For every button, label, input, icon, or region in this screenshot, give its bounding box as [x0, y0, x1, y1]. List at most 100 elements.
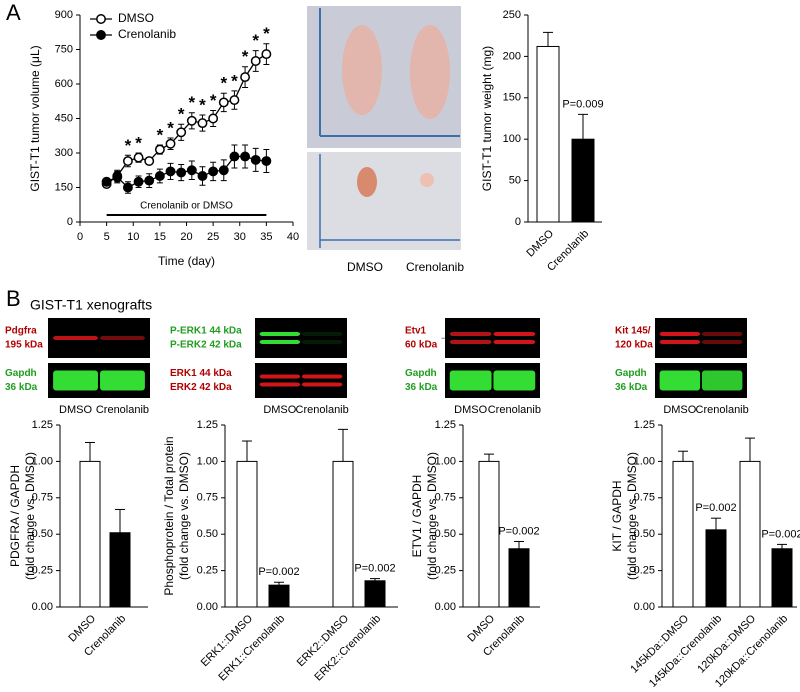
- significance: *: [125, 136, 132, 155]
- y-tick-label: 0: [67, 216, 73, 228]
- marker: [144, 175, 155, 186]
- blot-band: [301, 332, 343, 336]
- blot-band: [701, 340, 743, 344]
- y-tick-label: 150: [503, 92, 521, 104]
- bar: [508, 548, 530, 608]
- y-axis-label: PDGFRA / GAPDH: [8, 465, 22, 567]
- y-tick-label: 0.50: [197, 528, 218, 540]
- blot-band: [259, 332, 301, 336]
- y-tick-label: 0.50: [435, 528, 456, 540]
- y-axis-label: (fold change vs. DMSO): [625, 452, 639, 580]
- blot-background: [255, 363, 347, 398]
- y-tick-label: 100: [503, 133, 521, 145]
- blot-background: [445, 318, 540, 358]
- y-tick-label: 0.75: [634, 492, 655, 504]
- bar: [79, 460, 101, 608]
- blot-band: [659, 340, 701, 344]
- lane-label: Crenolanib: [696, 404, 749, 416]
- y-tick-label: 0.25: [197, 565, 218, 577]
- x-tick-label: 5: [104, 231, 110, 243]
- blot-label: Gapdh: [405, 368, 437, 379]
- marker: [250, 154, 261, 165]
- bar: [771, 548, 793, 608]
- y-axis-label: ETV1 / GAPDH: [410, 475, 424, 558]
- x-tick-label: 10: [127, 231, 139, 243]
- y-tick-label: 0.00: [197, 601, 218, 613]
- blot-label: Etv1: [405, 326, 427, 337]
- bar: [268, 584, 290, 608]
- significance: *: [252, 31, 259, 50]
- y-tick-label: 900: [55, 9, 73, 21]
- p-value: P=0.002: [354, 563, 395, 575]
- blot-label: 36 kDa: [615, 382, 648, 393]
- significance: *: [135, 133, 142, 152]
- marker: [165, 138, 176, 149]
- blot-band: [493, 370, 536, 391]
- marker: [229, 151, 240, 162]
- y-tick-label: 1.00: [634, 455, 655, 467]
- significance: *: [231, 71, 238, 90]
- y-tick-label: 0.25: [32, 565, 53, 577]
- legend-label: Crenolanib: [118, 27, 176, 41]
- bar: [364, 580, 386, 608]
- blot-label: 60 kDa: [405, 340, 438, 351]
- y-axis-label: GIST-T1 tumor weight (mg): [480, 46, 494, 191]
- y-tick-label: 0: [515, 216, 521, 228]
- legend-marker: [96, 14, 106, 24]
- y-tick-label: 0.00: [32, 601, 53, 613]
- blot-label: ERK2 42 kDa: [170, 382, 232, 393]
- mouse: [342, 25, 382, 115]
- y-tick-label: 1.25: [435, 419, 456, 431]
- blot-band: [301, 340, 343, 344]
- lane-label: Crenolanib: [488, 404, 541, 416]
- marker: [208, 113, 219, 124]
- blot-band: [701, 332, 743, 336]
- marker: [186, 115, 197, 126]
- series-line: [106, 155, 267, 189]
- x-tick-label: 35: [260, 231, 272, 243]
- panel-label: A: [6, 0, 21, 25]
- bar: [236, 460, 258, 608]
- blot-band: [301, 374, 343, 379]
- y-axis-label: (fold change vs. DMSO): [23, 452, 37, 580]
- blot-label: 36 kDa: [405, 382, 438, 393]
- p-value: P=0.002: [761, 528, 800, 540]
- lane-label: DMSO: [59, 404, 92, 416]
- y-tick-label: 750: [55, 43, 73, 55]
- x-tick-label: 15: [154, 231, 166, 243]
- bar: [672, 460, 694, 608]
- lane-label: Crenolanib: [96, 404, 149, 416]
- legend-marker: [96, 30, 106, 40]
- marker: [261, 49, 272, 60]
- marker: [250, 56, 261, 66]
- y-tick-label: 600: [55, 78, 73, 90]
- ruler: [319, 154, 460, 248]
- p-value: P=0.002: [695, 502, 736, 514]
- y-tick-label: 0.75: [435, 492, 456, 504]
- blot-band: [259, 374, 301, 379]
- bar: [571, 138, 595, 223]
- significance: *: [157, 125, 164, 144]
- marker: [122, 156, 133, 167]
- marker: [154, 171, 165, 181]
- y-axis-label: Phosphoprotein / Total protein: [162, 436, 176, 595]
- x-tick-label: 40: [287, 231, 299, 243]
- bar: [705, 529, 727, 608]
- marker: [112, 172, 123, 183]
- legend-label: DMSO: [118, 11, 154, 25]
- y-tick-label: 1.25: [197, 419, 218, 431]
- p-value: P=0.002: [498, 525, 539, 537]
- blot-label: ERK1 44 kDa: [170, 368, 232, 379]
- marker: [240, 151, 251, 162]
- y-axis-label: KIT / GAPDH: [610, 480, 624, 551]
- y-tick-label: 1.00: [197, 455, 218, 467]
- y-tick-label: 1.25: [634, 419, 655, 431]
- marker: [208, 166, 219, 177]
- y-tick-label: 0.50: [32, 528, 53, 540]
- x-tick-label: 20: [180, 231, 192, 243]
- lane-label: Crenolanib: [296, 404, 349, 416]
- blot-band: [493, 340, 536, 344]
- marker: [218, 165, 229, 176]
- blot-label: Pdgfra: [5, 326, 37, 337]
- blot-label: Gapdh: [5, 368, 37, 379]
